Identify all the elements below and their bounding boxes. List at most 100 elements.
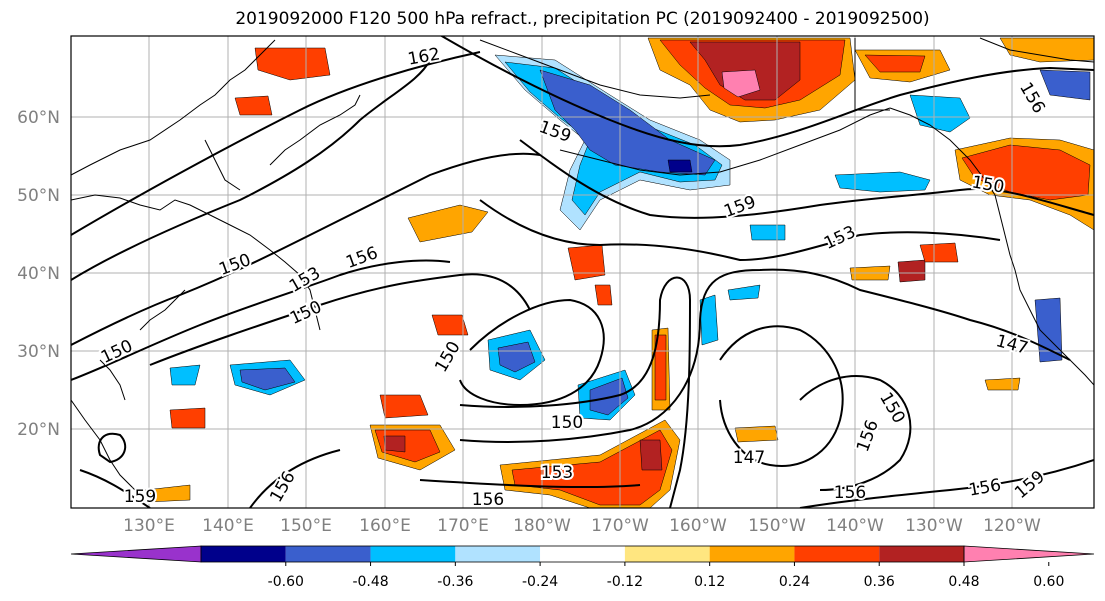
colorbar-extend-high [963, 545, 1095, 563]
colorbar-tick-label: 0.24 [779, 574, 810, 590]
contour-line [249, 449, 341, 508]
contour-label: 147 [733, 448, 765, 468]
latitude-label: 60°N [17, 108, 60, 128]
latitude-label: 20°N [17, 420, 60, 440]
precip-patch [919, 242, 959, 263]
contour-line [71, 59, 431, 281]
precip-patch [734, 425, 779, 443]
precip-patch [589, 377, 629, 416]
longitude-labels: 130°E 140°E 150°E 160°E 170°E 180°W 170°W 160°W… [123, 516, 1041, 536]
contour-line [459, 298, 605, 407]
contour-label: 150 [551, 413, 583, 433]
latitude-label: 40°N [17, 264, 60, 284]
colorbar-segment [540, 546, 625, 562]
precip-patch [407, 204, 489, 243]
contour-label: 156 [834, 483, 866, 503]
contour-line [71, 259, 451, 381]
contour-label: 159 [124, 487, 156, 507]
contour-line [799, 375, 912, 491]
longitude-label: 160°E [359, 516, 411, 536]
latitude-label: 50°N [17, 186, 60, 206]
longitude-label: 170°E [437, 516, 489, 536]
contour-label: 156 [472, 490, 504, 510]
contour-line [479, 199, 1001, 262]
latitude-labels: 60°N 50°N 40°N 30°N 20°N [17, 108, 60, 440]
precip-patch [567, 244, 606, 281]
colorbar-tick-label: -0.24 [522, 574, 558, 590]
precip-patch [999, 37, 1094, 63]
precip-patch [897, 259, 926, 283]
precip-patch [254, 47, 331, 81]
colorbar-segment [794, 546, 880, 562]
precip-patch [727, 284, 761, 301]
precip-patch [379, 394, 429, 419]
contour-line [439, 36, 1094, 148]
latitude-label: 30°N [17, 342, 60, 362]
longitude-label: 140°W [826, 516, 884, 536]
colorbar-segment [285, 546, 371, 562]
colorbar-segment [624, 546, 710, 562]
colorbar-tick-label: -0.60 [268, 574, 304, 590]
longitude-label: 120°W [983, 516, 1041, 536]
precip-patch [169, 364, 201, 386]
longitude-label: 140°E [202, 516, 254, 536]
contour-line [459, 268, 1071, 443]
colorbar-segment [201, 546, 286, 562]
colorbar-segment [879, 546, 964, 562]
longitude-label: 170°W [591, 516, 649, 536]
colorbar-tick-label: 0.60 [1033, 574, 1064, 590]
precip-patch [144, 484, 191, 503]
colorbar-tick-label: -0.36 [437, 574, 473, 590]
precip-patch [1039, 69, 1091, 101]
longitude-label: 130°E [123, 516, 175, 536]
longitude-label: 160°W [669, 516, 727, 536]
contour-line [719, 325, 844, 467]
precip-patch [539, 69, 716, 176]
precip-patch [699, 294, 719, 346]
contour-line [519, 139, 1094, 219]
longitude-label: 180°W [513, 516, 571, 536]
colorbar-tick-label: -0.12 [607, 574, 643, 590]
precip-patch [749, 224, 786, 241]
contour-line [97, 432, 127, 464]
contour-line [419, 479, 641, 489]
colorbar-tick-label: 0.48 [948, 574, 979, 590]
coastlines [71, 37, 1094, 491]
precipitation-shading [144, 37, 1094, 508]
longitude-label: 150°E [280, 516, 332, 536]
colorbar-segment [709, 546, 795, 562]
contours [71, 36, 1094, 508]
longitude-label: 150°W [748, 516, 806, 536]
contour-line [71, 152, 541, 346]
contour-line [79, 469, 151, 508]
precip-patch [721, 69, 761, 98]
precip-patch [984, 377, 1021, 391]
precip-patch [834, 171, 931, 193]
precip-patch [431, 314, 469, 336]
colorbar-extend-low [70, 545, 202, 563]
colorbar-tick-label: 0.12 [694, 574, 725, 590]
precip-patch [497, 341, 536, 373]
precip-patch [234, 95, 273, 116]
colorbar-segment [455, 546, 541, 562]
precip-patch [667, 159, 693, 173]
colorbar: -0.60 -0.48 -0.36 -0.24 -0.12 0.12 0.24 0.36 0.4… [70, 545, 1095, 590]
precip-patch [639, 439, 663, 471]
colorbar-tick-label: -0.48 [352, 574, 388, 590]
colorbar-tick-label: 0.36 [864, 574, 895, 590]
precip-patch [1034, 297, 1063, 363]
map-title: 2019092000 F120 500 hPa refract., precip… [235, 9, 930, 29]
precip-patch [594, 284, 613, 306]
contour-label: 153 [541, 463, 573, 483]
colorbar-segment [370, 546, 456, 562]
map-frame [70, 35, 1095, 509]
contour-line [799, 459, 1094, 508]
longitude-label: 130°W [905, 516, 963, 536]
colorbar-outline [200, 545, 965, 563]
contour-line [149, 273, 531, 366]
precip-patch [864, 54, 926, 73]
precip-patch [169, 407, 206, 429]
precip-patch [239, 367, 296, 391]
